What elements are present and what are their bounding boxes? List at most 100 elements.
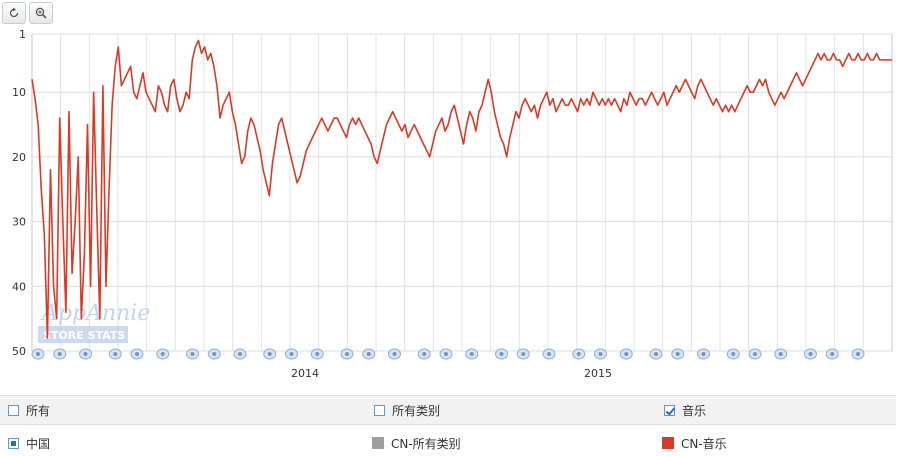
y-tick-label: 10 bbox=[12, 86, 26, 99]
option-music[interactable]: 音乐 bbox=[664, 402, 706, 419]
event-marker-dot bbox=[547, 352, 551, 356]
event-marker-dot bbox=[469, 352, 474, 356]
event-marker[interactable] bbox=[156, 348, 170, 360]
y-tick-label: 30 bbox=[12, 216, 26, 229]
option-all-categories[interactable]: 所有类别 bbox=[374, 402, 440, 419]
event-marker-dot bbox=[808, 352, 813, 356]
zoom-in-icon bbox=[35, 7, 47, 19]
event-marker[interactable] bbox=[697, 348, 710, 360]
event-marker[interactable] bbox=[825, 348, 839, 360]
x-tick-label: 2014 bbox=[291, 367, 319, 380]
x-tick-label: 2015 bbox=[584, 367, 612, 380]
event-marker-dot bbox=[778, 352, 783, 356]
event-marker[interactable] bbox=[572, 348, 586, 360]
event-marker-dot bbox=[135, 352, 139, 356]
event-marker-dot bbox=[289, 352, 294, 356]
option-all-categories-label: 所有类别 bbox=[392, 403, 441, 418]
watermark-tag-bg bbox=[38, 326, 128, 343]
reset-zoom-button[interactable] bbox=[2, 2, 26, 24]
event-marker-dot bbox=[576, 352, 581, 356]
event-marker[interactable] bbox=[804, 348, 817, 360]
event-marker-dot bbox=[366, 352, 371, 356]
event-marker-dot bbox=[267, 352, 272, 356]
reset-icon bbox=[9, 7, 19, 18]
zoom-in-button[interactable] bbox=[29, 2, 53, 24]
event-marker[interactable] bbox=[726, 348, 740, 360]
checkbox-music[interactable] bbox=[664, 404, 675, 416]
watermark-brand: AppAnnie bbox=[40, 301, 150, 326]
legend-swatch-grey bbox=[372, 437, 384, 449]
rank-chart: AppAnnie STORE STATS 1 10 20 30 40 50 2014 2015 bbox=[12, 28, 893, 380]
event-markers bbox=[31, 348, 865, 360]
event-marker-dot bbox=[856, 352, 860, 356]
event-marker[interactable] bbox=[542, 348, 556, 360]
checkbox-china[interactable] bbox=[8, 437, 19, 449]
event-marker[interactable] bbox=[748, 348, 762, 360]
y-tick-label: 50 bbox=[12, 345, 26, 358]
event-marker[interactable] bbox=[439, 348, 453, 360]
y-tick-label: 40 bbox=[12, 280, 26, 293]
y-tick-label: 1 bbox=[19, 28, 26, 41]
event-marker[interactable] bbox=[108, 348, 122, 360]
series-layer bbox=[31, 39, 892, 339]
event-marker[interactable] bbox=[851, 348, 865, 360]
event-marker-dot bbox=[57, 352, 62, 356]
event-marker-dot bbox=[190, 352, 195, 356]
event-marker-dot bbox=[444, 352, 448, 356]
event-marker-dot bbox=[521, 352, 526, 356]
event-marker[interactable] bbox=[495, 348, 508, 360]
legend-cn-all-categories[interactable]: CN-所有类别 bbox=[372, 435, 461, 452]
event-marker[interactable] bbox=[671, 348, 685, 360]
event-marker-dot bbox=[654, 352, 658, 356]
event-marker-dot bbox=[238, 352, 242, 356]
event-marker-dot bbox=[113, 352, 118, 356]
event-marker[interactable] bbox=[207, 348, 221, 360]
event-marker[interactable] bbox=[594, 348, 607, 360]
event-marker[interactable] bbox=[186, 348, 199, 360]
option-all-label: 所有 bbox=[26, 403, 51, 418]
series-line-cn-music bbox=[31, 39, 892, 339]
event-marker-dot bbox=[83, 352, 88, 356]
event-marker[interactable] bbox=[362, 348, 376, 360]
event-marker[interactable] bbox=[774, 348, 788, 360]
checkbox-all-categories[interactable] bbox=[374, 404, 385, 416]
option-china[interactable]: 中国 bbox=[8, 435, 50, 452]
event-marker-dot bbox=[315, 352, 320, 356]
event-marker-dot bbox=[624, 352, 629, 356]
event-marker[interactable] bbox=[465, 348, 479, 360]
event-marker[interactable] bbox=[31, 348, 45, 360]
filter-row-1: 所有 所有类别 音乐 bbox=[0, 395, 896, 425]
event-marker-dot bbox=[212, 352, 217, 356]
event-marker[interactable] bbox=[516, 348, 530, 360]
event-marker-dot bbox=[731, 352, 736, 356]
event-marker[interactable] bbox=[263, 348, 277, 360]
option-china-label: 中国 bbox=[26, 436, 51, 451]
event-marker[interactable] bbox=[649, 348, 663, 360]
grid bbox=[31, 33, 893, 352]
event-marker[interactable] bbox=[130, 348, 144, 360]
checkbox-all[interactable] bbox=[8, 404, 19, 416]
filter-row-2: 中国 CN-所有类别 CN-音乐 bbox=[0, 428, 896, 456]
legend-cn-music[interactable]: CN-音乐 bbox=[662, 435, 727, 452]
option-music-label: 音乐 bbox=[682, 403, 707, 418]
event-marker[interactable] bbox=[619, 348, 633, 360]
event-marker[interactable] bbox=[388, 348, 401, 360]
legend-cn-music-label: CN-音乐 bbox=[681, 436, 727, 451]
event-marker[interactable] bbox=[53, 348, 67, 360]
event-marker-dot bbox=[36, 352, 40, 356]
y-tick-label: 20 bbox=[12, 151, 26, 164]
event-marker[interactable] bbox=[417, 348, 431, 360]
option-all[interactable]: 所有 bbox=[8, 402, 50, 419]
event-marker[interactable] bbox=[310, 348, 324, 360]
watermark: AppAnnie STORE STATS bbox=[38, 301, 150, 343]
event-marker-dot bbox=[701, 352, 706, 356]
event-marker-dot bbox=[499, 352, 504, 356]
legend-cn-all-categories-label: CN-所有类别 bbox=[391, 436, 461, 451]
event-marker[interactable] bbox=[285, 348, 298, 360]
event-marker[interactable] bbox=[340, 348, 354, 360]
event-marker[interactable] bbox=[79, 348, 92, 360]
event-marker-dot bbox=[753, 352, 757, 356]
event-marker-dot bbox=[675, 352, 680, 356]
event-marker[interactable] bbox=[233, 348, 247, 360]
